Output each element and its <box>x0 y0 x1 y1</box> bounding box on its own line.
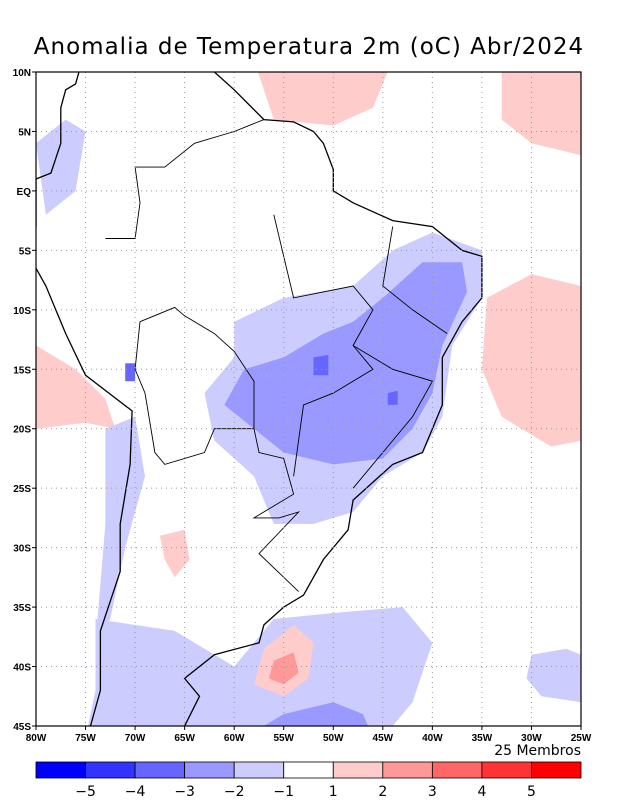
lon-label: 25W <box>571 733 592 744</box>
lat-label: 40S <box>13 663 31 674</box>
colorbar-swatch <box>134 761 186 779</box>
lon-label: 55W <box>273 733 294 744</box>
map-frame <box>35 71 582 727</box>
colorbar-swatch <box>233 761 285 779</box>
lon-label: 75W <box>75 733 96 744</box>
map-layers <box>36 72 581 726</box>
lat-label: 35S <box>13 603 31 614</box>
lon-label: 65W <box>174 733 195 744</box>
lat-label: 30S <box>13 544 31 555</box>
lon-label: 80W <box>26 733 47 744</box>
colorbar-label: 5 <box>527 784 536 800</box>
colorbar-label: −2 <box>224 784 245 800</box>
colorbar-label: 3 <box>428 784 437 800</box>
lat-label: 5S <box>19 246 32 257</box>
lat-label: 20S <box>13 425 31 436</box>
lat-label: 10N <box>13 68 31 79</box>
strong-negative-anomaly-goias <box>313 355 329 376</box>
negative-anomaly-south-core <box>263 702 368 726</box>
negative-anomaly-brazil-core <box>224 262 467 465</box>
lon-label: 45W <box>373 733 394 744</box>
colorbar-swatch <box>481 761 532 779</box>
lon-label: 70W <box>125 733 146 744</box>
colorbar-swatch <box>283 761 334 779</box>
strong-negative-anomaly-minas <box>387 390 398 405</box>
lon-label: 50W <box>323 733 344 744</box>
positive-anomaly-south-core <box>268 652 299 685</box>
strong-negative-anomaly-titicaca <box>125 363 136 382</box>
lat-label: 25S <box>13 484 31 495</box>
lon-label: 40W <box>422 733 443 744</box>
colorbar-swatch <box>431 761 483 779</box>
negative-anomaly-southeast <box>526 648 581 703</box>
lat-label: EQ <box>17 187 32 198</box>
border-line-5 <box>382 226 448 334</box>
colorbar-swatch <box>531 761 582 779</box>
positive-anomaly-argentina <box>159 529 190 578</box>
colorbar-label: 4 <box>477 784 486 800</box>
negative-anomaly-ecuador <box>36 119 86 215</box>
colorbar-swatch <box>184 761 235 779</box>
colorbar-label: −4 <box>125 784 146 800</box>
map-title: Anomalia de Temperatura 2m (oC) Abr/2024 <box>33 34 585 60</box>
positive-anomaly-atlantic <box>481 274 581 447</box>
lat-label: 45S <box>13 722 31 733</box>
border-line-1 <box>134 321 254 465</box>
positive-anomaly-pacific <box>36 345 116 429</box>
colorbar-swatch <box>85 761 136 779</box>
colorbar-label: 1 <box>329 784 338 800</box>
positive-anomaly-north <box>257 72 388 126</box>
members-label: 25 Membros <box>494 743 581 759</box>
border-line-0 <box>139 306 301 592</box>
lon-label: 60W <box>224 733 245 744</box>
lon-label: 35W <box>472 733 493 744</box>
positive-anomaly-northeast <box>501 72 581 156</box>
lat-label: 5N <box>18 127 31 138</box>
colorbar-label: 2 <box>378 784 387 800</box>
colorbar-label: −3 <box>174 784 195 800</box>
colorbar-swatch <box>332 761 384 779</box>
colorbar-swatch <box>35 761 86 779</box>
border-line-4 <box>352 345 434 489</box>
colorbar-label: −1 <box>273 784 294 800</box>
lat-label: 15S <box>13 365 31 376</box>
colorbar-swatch <box>382 761 433 779</box>
border-line-2 <box>105 119 265 239</box>
colorbar-label: −5 <box>75 784 96 800</box>
lon-label: 30W <box>521 733 542 744</box>
lat-label: 10S <box>13 306 31 317</box>
